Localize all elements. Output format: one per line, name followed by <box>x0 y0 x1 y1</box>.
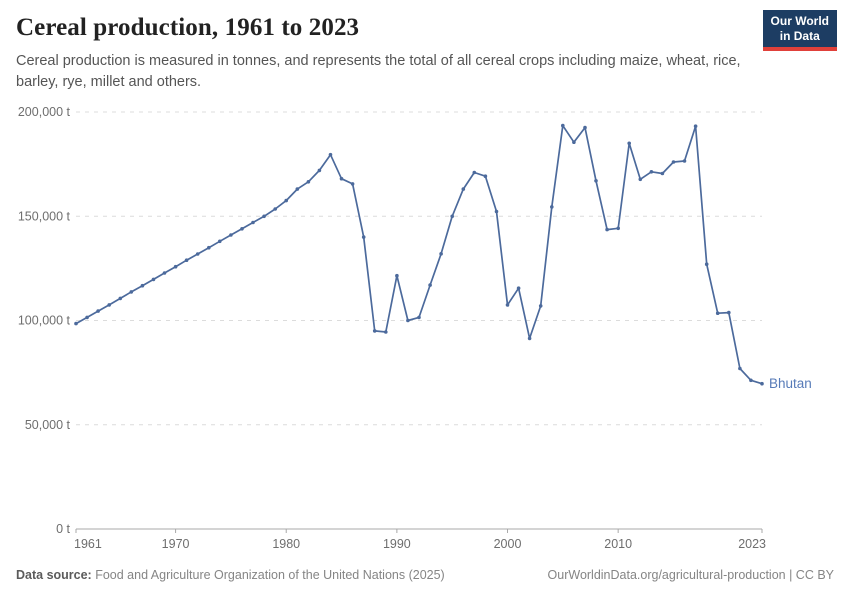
x-tick-label: 1961 <box>74 537 102 551</box>
y-tick-label: 100,000 t <box>18 314 71 328</box>
data-point[interactable] <box>627 141 631 146</box>
data-point[interactable] <box>527 336 532 341</box>
data-point[interactable] <box>638 177 643 182</box>
data-point[interactable] <box>251 220 255 225</box>
x-axis: 1961 1970 1980 1990 2000 2010 2023 <box>74 529 766 551</box>
data-point[interactable] <box>749 378 753 383</box>
y-tick-label: 150,000 t <box>18 209 71 223</box>
data-point[interactable] <box>184 258 189 263</box>
data-point[interactable] <box>240 227 244 231</box>
data-point[interactable] <box>273 207 278 211</box>
y-tick-label: 0 t <box>56 522 70 536</box>
owid-logo-line1: Our World <box>770 14 829 28</box>
y-tick-label: 50,000 t <box>25 418 71 432</box>
data-point[interactable] <box>96 309 100 313</box>
x-tick-label: 2010 <box>604 537 632 551</box>
series-line[interactable] <box>75 124 763 385</box>
data-point[interactable] <box>118 296 123 301</box>
data-point[interactable] <box>129 290 134 294</box>
data-point[interactable] <box>384 330 388 334</box>
data-point[interactable] <box>450 214 455 219</box>
data-point[interactable] <box>417 315 421 320</box>
data-point[interactable] <box>538 304 543 308</box>
data-point[interactable] <box>229 233 233 237</box>
data-point[interactable] <box>561 123 565 128</box>
data-point[interactable] <box>583 125 587 130</box>
x-tick-label: 1970 <box>162 537 190 551</box>
data-point[interactable] <box>660 171 665 176</box>
data-point[interactable] <box>85 315 89 320</box>
data-point[interactable] <box>218 239 222 244</box>
chart-subtitle: Cereal production is measured in tonnes,… <box>16 53 741 91</box>
data-point[interactable] <box>572 140 576 144</box>
owid-logo-line2: in Data <box>779 29 820 43</box>
data-point[interactable] <box>715 311 720 316</box>
data-point[interactable] <box>361 235 366 239</box>
data-point[interactable] <box>428 283 432 287</box>
data-point[interactable] <box>594 179 598 183</box>
entity-label[interactable]: Bhutan <box>769 376 812 391</box>
data-point[interactable] <box>494 209 499 214</box>
data-source-label: Data source: <box>16 568 92 582</box>
data-point[interactable] <box>317 168 322 173</box>
data-point[interactable] <box>516 286 521 291</box>
data-point[interactable] <box>738 366 742 371</box>
data-source-text: Food and Agriculture Organization of the… <box>91 568 445 582</box>
x-tick-label: 1990 <box>383 537 411 551</box>
data-point[interactable] <box>284 198 289 203</box>
data-point[interactable] <box>649 170 654 174</box>
data-point[interactable] <box>682 159 687 163</box>
data-point[interactable] <box>173 264 178 269</box>
data-point[interactable] <box>262 214 266 219</box>
y-axis-labels: 0 t 50,000 t 100,000 t 150,000 t 200,000 t <box>18 105 71 536</box>
data-point[interactable] <box>306 180 311 184</box>
x-tick-label: 2023 <box>738 537 766 551</box>
data-point[interactable] <box>350 182 355 186</box>
data-point[interactable] <box>339 176 344 181</box>
data-point[interactable] <box>395 273 399 278</box>
data-point[interactable] <box>760 381 764 386</box>
data-source: Data source: Food and Agriculture Organi… <box>16 568 445 582</box>
data-point[interactable] <box>704 262 709 267</box>
data-point[interactable] <box>505 303 510 307</box>
data-point[interactable] <box>328 152 333 157</box>
y-gridlines <box>76 111 762 530</box>
chart-title: Cereal production, 1961 to 2023 <box>16 14 360 41</box>
data-point[interactable] <box>74 321 78 326</box>
data-point[interactable] <box>483 174 488 178</box>
data-point[interactable] <box>372 329 377 333</box>
data-point[interactable] <box>671 160 676 164</box>
data-point[interactable] <box>550 205 554 209</box>
x-tick-label: 1980 <box>272 537 300 551</box>
x-tick-label: 2000 <box>494 537 522 551</box>
data-point[interactable] <box>727 310 731 315</box>
attribution-link[interactable]: OurWorldinData.org/agricultural-producti… <box>547 568 834 582</box>
data-point[interactable] <box>107 303 111 307</box>
data-point[interactable] <box>461 187 466 191</box>
chart-footer: Data source: Food and Agriculture Organi… <box>16 568 834 582</box>
data-point[interactable] <box>693 124 698 128</box>
data-point[interactable] <box>195 252 200 256</box>
y-tick-label: 200,000 t <box>18 105 71 119</box>
data-point[interactable] <box>605 227 609 232</box>
data-point[interactable] <box>151 277 156 282</box>
owid-logo[interactable]: Our World in Data <box>762 10 837 51</box>
data-point[interactable] <box>162 271 167 275</box>
data-point[interactable] <box>295 187 300 191</box>
data-point[interactable] <box>472 170 477 175</box>
data-point[interactable] <box>207 245 211 250</box>
data-point[interactable] <box>406 318 410 323</box>
data-point[interactable] <box>439 252 443 256</box>
series-points[interactable] <box>74 123 764 386</box>
data-point[interactable] <box>616 226 620 231</box>
data-point[interactable] <box>140 283 145 288</box>
